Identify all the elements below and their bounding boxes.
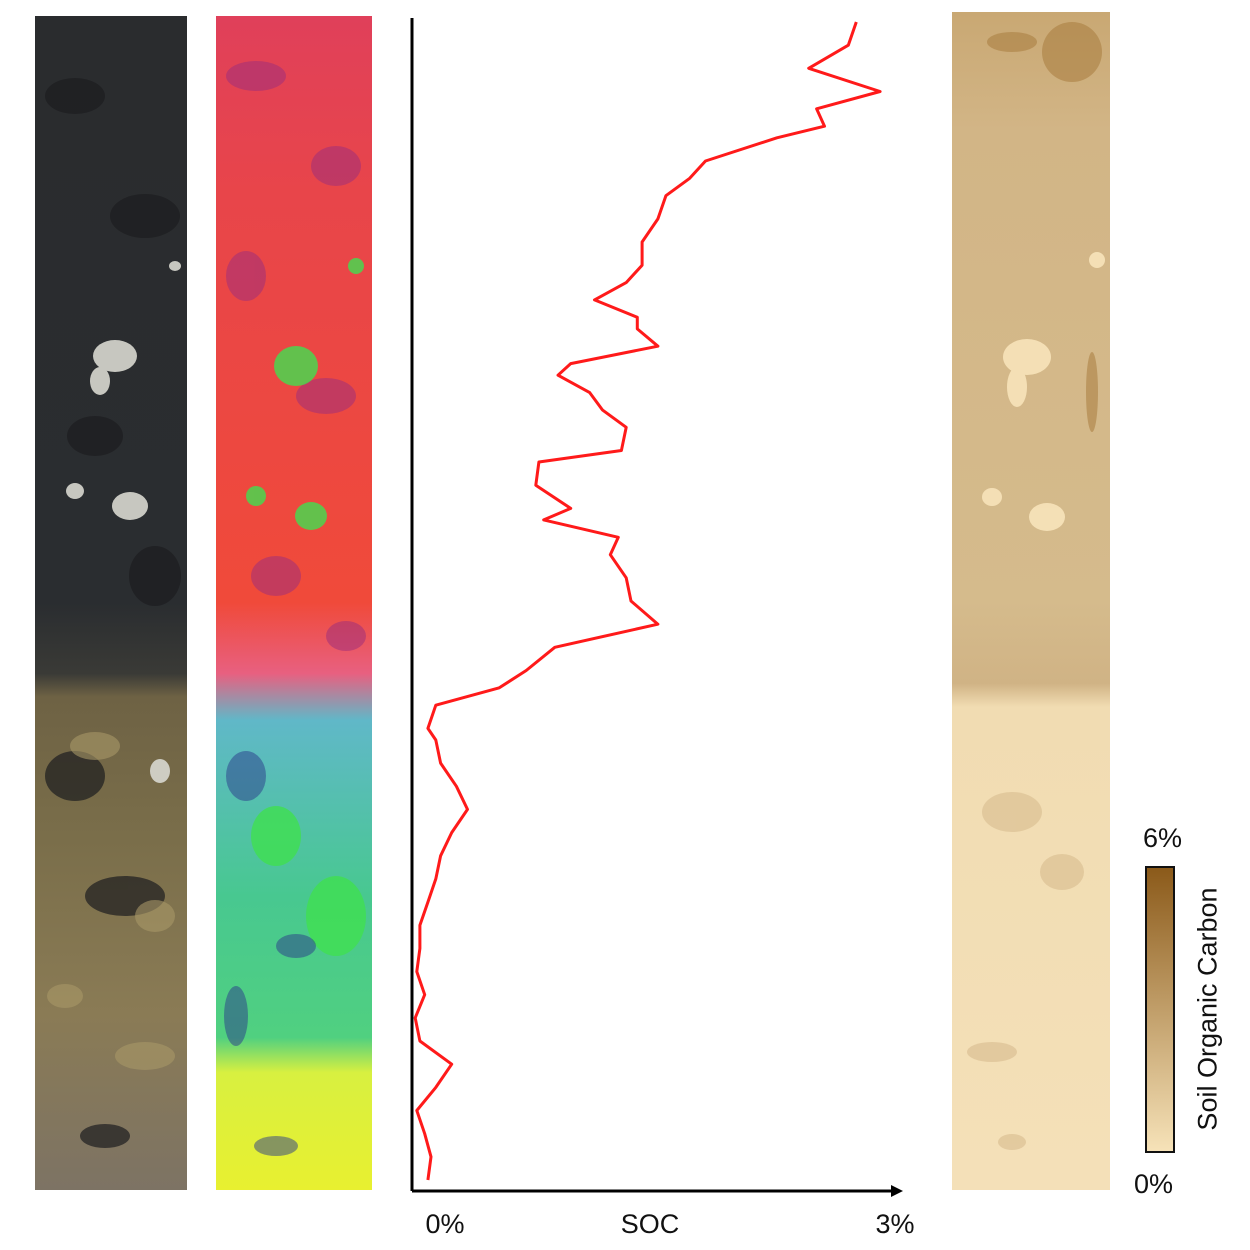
colorbar-gradient bbox=[1145, 866, 1175, 1153]
x-axis-label: SOC bbox=[621, 1209, 680, 1239]
soil-core-photo bbox=[35, 16, 187, 1190]
x-tick-label-min: 0% bbox=[425, 1209, 464, 1239]
x-tick-label-max: 3% bbox=[875, 1209, 914, 1239]
colorbar-min-label: 0% bbox=[1134, 1169, 1174, 1199]
colorbar-max-label: 6% bbox=[1143, 823, 1183, 853]
soc-series-line bbox=[413, 21, 882, 1181]
soc-prediction-map bbox=[952, 12, 1110, 1190]
false-color-core-image bbox=[216, 16, 372, 1190]
soc-profile-chart: 0% SOC 3% bbox=[410, 18, 915, 1239]
colorbar-title: Soil Organic Carbon bbox=[1192, 887, 1223, 1131]
